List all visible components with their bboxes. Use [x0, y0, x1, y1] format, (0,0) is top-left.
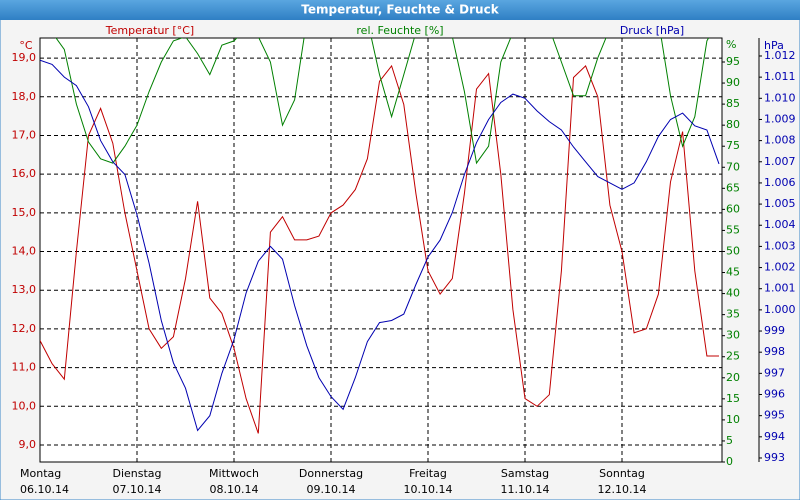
x-date-label: 10.10.14 — [404, 483, 453, 496]
y3-tick-label: 1.003 — [764, 239, 796, 252]
series-line — [40, 64, 719, 434]
y3-tick-label: 1.012 — [764, 49, 796, 62]
y2-tick-label: 55 — [726, 223, 740, 236]
y3-tick-label: 999 — [764, 324, 785, 337]
series-line — [55, 38, 710, 165]
legend-entry: Druck [hPa] — [620, 24, 684, 37]
y3-tick-label: 1.001 — [764, 282, 796, 295]
y-tick-label: 11,0 — [12, 361, 37, 374]
y3-tick-label: 1.006 — [764, 176, 796, 189]
y3-tick-label: 1.008 — [764, 134, 796, 147]
y2-tick-label: 15 — [726, 392, 740, 405]
y3-tick-label: 1.005 — [764, 197, 796, 210]
y2-tick-label: 75 — [726, 139, 740, 152]
y-tick-label: 13,0 — [12, 283, 37, 296]
x-weekday-label: Mittwoch — [209, 467, 259, 480]
y-tick-label: 14,0 — [12, 245, 37, 258]
x-date-label: 08.10.14 — [210, 483, 259, 496]
y2-tick-label: 80 — [726, 118, 740, 131]
y3-tick-label: 993 — [764, 451, 785, 464]
x-weekday-label: Dienstag — [112, 467, 161, 480]
y2-tick-label: 90 — [726, 76, 740, 89]
y-tick-label: 19,0 — [12, 51, 37, 64]
y2-tick-label: 35 — [726, 308, 740, 321]
y3-tick-label: 1.011 — [764, 70, 796, 83]
y-unit: °C — [19, 39, 33, 52]
legend-entry: rel. Feuchte [%] — [356, 24, 443, 37]
y2-tick-label: 10 — [726, 413, 740, 426]
y3-tick-label: 998 — [764, 345, 785, 358]
x-date-label: 12.10.14 — [598, 483, 647, 496]
plot-area — [39, 37, 723, 463]
x-date-label: 06.10.14 — [20, 483, 69, 496]
x-weekday-label: Sonntag — [599, 467, 645, 480]
y2-tick-label: 25 — [726, 350, 740, 363]
y-tick-label: 17,0 — [12, 128, 37, 141]
y3-tick-label: 1.009 — [764, 112, 796, 125]
y-tick-label: 16,0 — [12, 167, 37, 180]
y-tick-label: 12,0 — [12, 322, 37, 335]
y2-tick-label: 70 — [726, 160, 740, 173]
series-line — [40, 59, 720, 432]
y3-tick-label: 1.010 — [764, 91, 796, 104]
series-group — [40, 38, 720, 434]
chart-title: Temperatur, Feuchte & Druck — [301, 3, 499, 17]
y2-tick-label: 30 — [726, 329, 740, 342]
x-date-label: 11.10.14 — [501, 483, 550, 496]
x-weekday-label: Samstag — [501, 467, 549, 480]
x-date-label: 09.10.14 — [307, 483, 356, 496]
y2-unit: % — [726, 38, 736, 51]
y2-tick-label: 40 — [726, 287, 740, 300]
y3-tick-label: 1.004 — [764, 218, 796, 231]
y3-tick-label: 1.000 — [764, 303, 796, 316]
y3-tick-label: 1.002 — [764, 261, 796, 274]
y3-tick-label: 994 — [764, 430, 785, 443]
y3-tick-label: 997 — [764, 366, 785, 379]
y3-unit: hPa — [764, 39, 784, 52]
y3-tick-label: 996 — [764, 388, 785, 401]
y2-tick-label: 5 — [726, 434, 733, 447]
y2-tick-label: 45 — [726, 266, 740, 279]
legend-entry: Temperatur [°C] — [105, 24, 194, 37]
y-tick-label: 9,0 — [19, 438, 37, 451]
y2-tick-label: 95 — [726, 55, 740, 68]
x-weekday-label: Montag — [20, 467, 61, 480]
y2-tick-label: 85 — [726, 97, 740, 110]
y2-tick-label: 0 — [726, 455, 733, 468]
x-weekday-label: Freitag — [409, 467, 447, 480]
y2-tick-label: 65 — [726, 181, 740, 194]
x-date-label: 07.10.14 — [113, 483, 162, 496]
y3-tick-label: 995 — [764, 409, 785, 422]
x-weekday-label: Donnerstag — [299, 467, 363, 480]
y-tick-label: 10,0 — [12, 399, 37, 412]
y2-tick-label: 60 — [726, 202, 740, 215]
title-bar — [0, 0, 800, 20]
y-tick-label: 15,0 — [12, 206, 37, 219]
y3-tick-label: 1.007 — [764, 155, 796, 168]
y2-tick-label: 50 — [726, 244, 740, 257]
y2-tick-label: 20 — [726, 371, 740, 384]
y-tick-label: 18,0 — [12, 90, 37, 103]
